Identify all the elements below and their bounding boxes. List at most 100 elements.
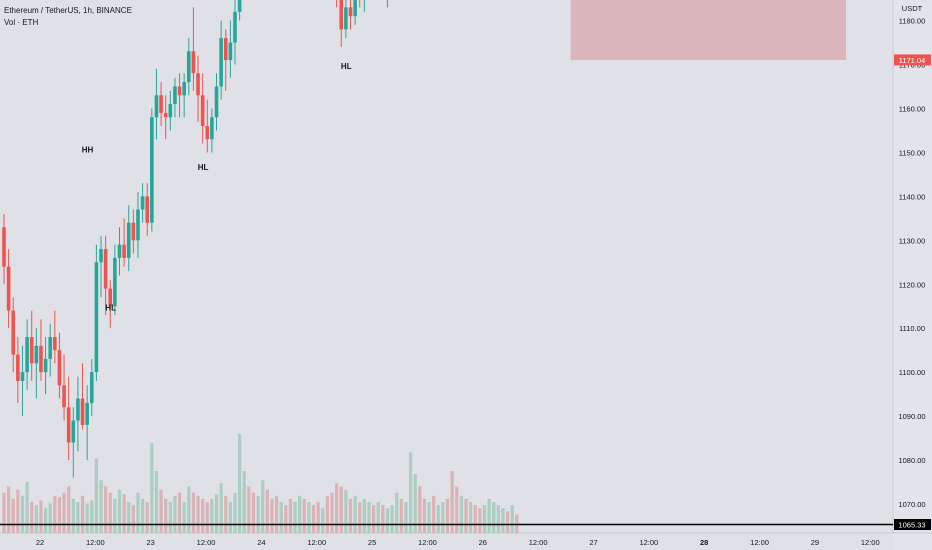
candle-body: [43, 358, 48, 373]
time-tick-label: 24: [257, 538, 265, 547]
candle-body: [200, 95, 205, 127]
volume-bar: [492, 502, 496, 533]
volume-bar: [455, 486, 459, 533]
volume-bar: [348, 498, 353, 533]
volume-bar: [381, 505, 385, 533]
volume-bar: [298, 495, 302, 533]
volume-bar: [39, 500, 43, 533]
price-tick-label: 1130.00: [899, 236, 926, 245]
candle-body: [53, 336, 57, 351]
bottom-level-tag: 1065.33: [898, 521, 925, 530]
volume-bar: [367, 502, 371, 533]
time-tick-label: 22: [36, 538, 44, 547]
volume-bar: [307, 502, 311, 533]
volume-bar: [11, 498, 15, 533]
time-tick-label: 12:00: [307, 538, 326, 547]
volume-bar: [168, 502, 172, 533]
candle-body: [154, 95, 159, 118]
volume-bar: [62, 492, 66, 533]
volume-bar: [71, 498, 75, 533]
candle-body: [85, 402, 89, 425]
volume-bar: [145, 502, 149, 533]
volume-bar: [427, 502, 431, 533]
candle-body: [113, 257, 117, 307]
volume-bar: [76, 502, 80, 533]
volume-bar: [90, 500, 94, 533]
candle-body: [233, 11, 237, 43]
volume-bar: [270, 498, 274, 533]
volume-bar: [7, 486, 11, 533]
volume-bar: [247, 486, 251, 533]
volume-bar: [515, 514, 519, 533]
time-tick-label: 27: [589, 538, 597, 547]
volume-bar: [325, 495, 329, 533]
volume-bar: [43, 508, 48, 533]
volume-indicator-label[interactable]: Vol · ETH: [4, 18, 39, 27]
candle-body: [136, 209, 140, 241]
volume-bar: [48, 503, 52, 533]
volume-bar: [210, 498, 214, 533]
volume-bar: [127, 502, 131, 533]
volume-bar: [173, 495, 177, 533]
candle-body: [117, 244, 122, 258]
candle-body: [173, 86, 177, 105]
volume-bar: [441, 502, 445, 533]
volume-bar: [2, 492, 6, 533]
volume-bar: [205, 502, 209, 533]
price-tick-label: 1120.00: [899, 280, 926, 289]
candle-body: [163, 112, 168, 118]
candle-body: [76, 398, 80, 421]
volume-bar: [182, 502, 186, 533]
volume-bar: [274, 495, 279, 533]
volume-bar: [196, 495, 200, 533]
volume-bar: [436, 505, 440, 533]
candle-body: [177, 86, 182, 96]
volume-bar: [150, 443, 154, 533]
candle-body: [2, 227, 6, 267]
candle-body: [348, 7, 353, 17]
time-tick-label: 12:00: [750, 538, 769, 547]
candle-body: [210, 117, 214, 140]
symbol-title[interactable]: Ethereum / TetherUS, 1h, BINANCE: [4, 6, 132, 15]
volume-bar: [311, 505, 316, 533]
time-tick-label: 12:00: [418, 538, 437, 547]
chart-header: Ethereum / TetherUS, 1h, BINANCE Vol · E…: [4, 5, 132, 29]
candle-body: [145, 196, 150, 223]
volume-bar: [191, 492, 196, 533]
price-tick-label: 1150.00: [899, 148, 926, 157]
structure-label-hl: HL: [198, 163, 209, 172]
time-tick-label: 12:00: [86, 538, 105, 547]
time-tick-label: 28: [700, 538, 708, 547]
volume-bar: [487, 498, 491, 533]
time-tick-label: 12:00: [529, 538, 548, 547]
candle-body: [6, 266, 11, 311]
stop-loss-tag-bg: [894, 54, 931, 66]
volume-bar: [418, 486, 422, 533]
volume-bar: [164, 498, 168, 533]
price-axis-panel: [893, 0, 932, 550]
stop-loss-tag: 1171.04: [899, 56, 926, 65]
price-tick-label: 1080.00: [898, 456, 925, 465]
volume-bar: [80, 495, 85, 533]
price-tick-label: 1180.00: [899, 17, 926, 26]
volume-bar: [25, 481, 29, 533]
time-tick-label: 12:00: [861, 538, 880, 547]
candle-body: [29, 336, 34, 364]
volume-bar: [67, 486, 71, 533]
volume-bar: [214, 494, 219, 533]
candle-body: [89, 372, 94, 403]
candle-body: [187, 51, 191, 83]
volume-bar: [385, 508, 390, 533]
volume-bar: [30, 502, 34, 533]
volume-bar: [302, 498, 306, 533]
volume-bar: [136, 492, 140, 533]
volume-bar: [413, 474, 417, 533]
candle-body: [196, 73, 200, 96]
volume-bar: [57, 497, 62, 533]
candle-body: [344, 7, 348, 30]
candle-body: [122, 244, 126, 258]
volume-bar: [293, 502, 297, 533]
volume-bar: [482, 505, 487, 533]
